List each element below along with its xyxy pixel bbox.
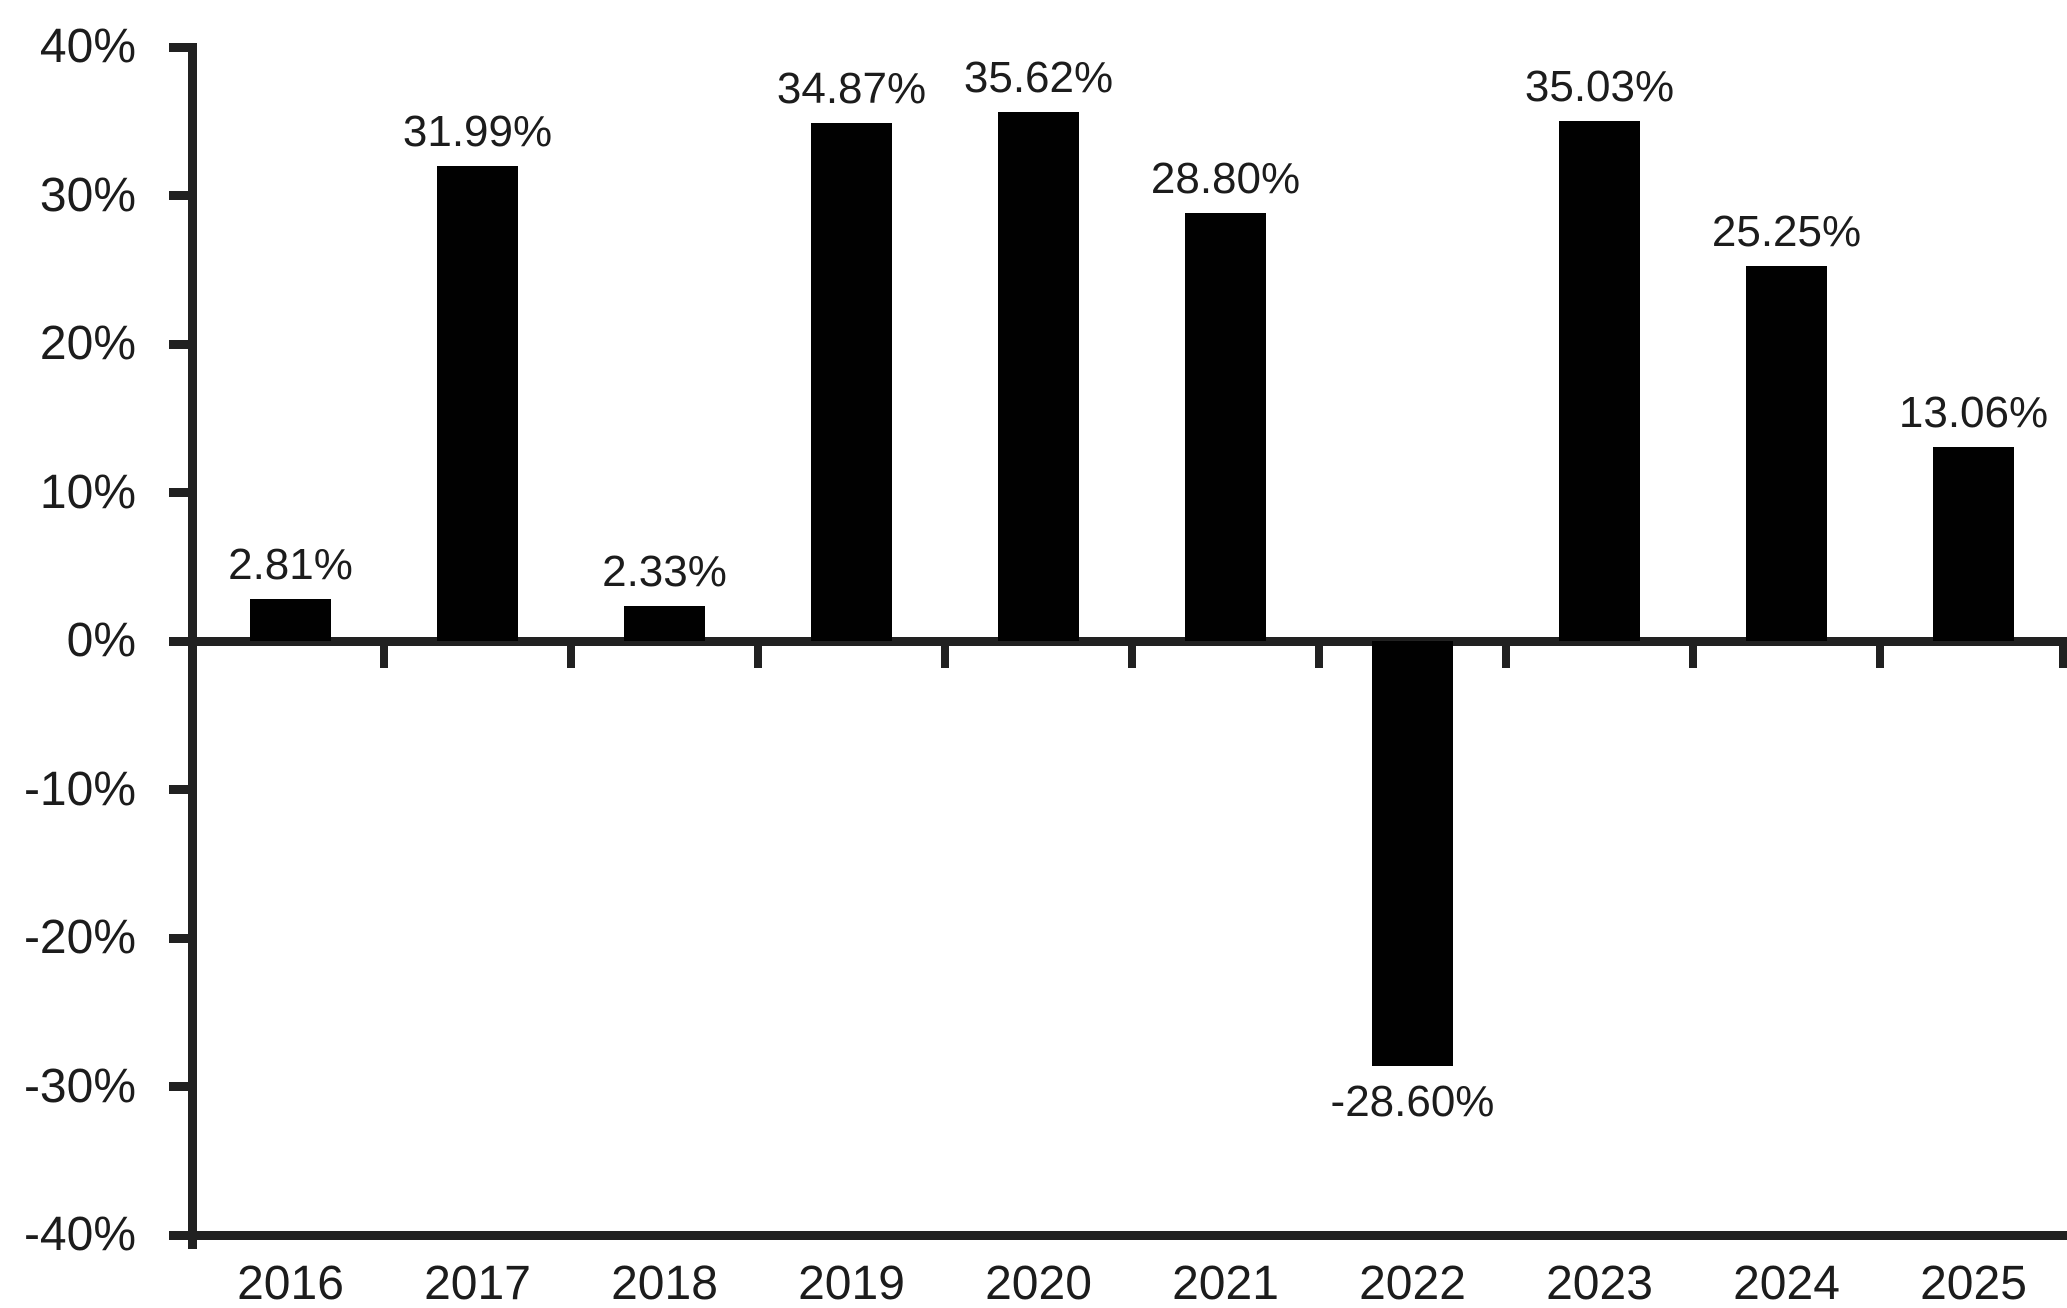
y-axis-tick-label: 20% (39, 317, 136, 370)
y-axis-tick (169, 488, 197, 497)
bar-2023 (1559, 120, 1640, 641)
x-axis-category-label: 2022 (1359, 1257, 1466, 1308)
x-axis-category-label: 2023 (1546, 1257, 1653, 1308)
category-boundary-tick (1502, 636, 1510, 668)
x-axis-category-label: 2021 (1172, 1257, 1279, 1308)
category-boundary-tick (1689, 636, 1697, 668)
bar-value-label: 31.99% (402, 106, 553, 156)
y-axis-tick (169, 339, 197, 349)
bar-value-label: 2.33% (602, 547, 727, 597)
y-axis-line (188, 43, 197, 1249)
y-axis-tick (169, 1230, 197, 1240)
x-axis-category-label: 2025 (1920, 1257, 2027, 1308)
x-axis-category-label: 2024 (1733, 1257, 1840, 1308)
y-axis-tick-label: -10% (23, 762, 136, 816)
y-axis-tick (169, 785, 197, 794)
bar-value-label: 35.62% (963, 53, 1114, 103)
bar-2025 (1933, 447, 2014, 641)
bar-2017 (437, 165, 518, 641)
bar-2019 (811, 123, 892, 641)
x-axis-category-label: 2016 (237, 1257, 344, 1308)
y-axis-tick-label: 40% (39, 20, 136, 73)
bar-value-label: 34.87% (776, 64, 927, 114)
x-axis-category-label: 2019 (798, 1257, 905, 1308)
category-boundary-tick (1315, 636, 1323, 668)
bar-value-label: 35.03% (1524, 61, 1675, 111)
category-boundary-tick (380, 636, 388, 668)
x-axis-category-label: 2020 (985, 1257, 1092, 1308)
bar-value-label: 13.06% (1898, 388, 2049, 438)
y-axis-tick-label: -30% (23, 1059, 136, 1113)
bar-value-label: 28.80% (1150, 154, 1301, 204)
y-axis-tick (169, 42, 197, 52)
category-boundary-tick (2059, 636, 2067, 668)
category-boundary-tick (1128, 636, 1136, 668)
category-boundary-tick (567, 636, 575, 668)
y-axis-tick (169, 1082, 197, 1091)
y-axis-tick-label: 30% (39, 168, 136, 222)
bar-2016 (250, 599, 331, 641)
bar-value-label: 25.25% (1711, 207, 1862, 257)
x-axis-category-label: 2018 (611, 1257, 718, 1308)
y-axis-tick (169, 191, 197, 200)
y-axis-tick (169, 933, 197, 943)
bar-2022 (1372, 641, 1453, 1066)
category-boundary-tick (754, 636, 762, 668)
y-axis-tick-label: 0% (66, 614, 136, 667)
x-axis-category-label: 2017 (424, 1257, 531, 1308)
category-boundary-tick (1876, 636, 1884, 668)
y-axis-tick-label: -20% (23, 911, 136, 964)
y-axis-tick-label: 10% (39, 465, 136, 519)
bar-value-label: 2.81% (228, 540, 353, 590)
y-axis-tick-label: -40% (23, 1208, 136, 1261)
bar-value-label: -28.60% (1330, 1076, 1495, 1126)
y-axis-tick (169, 636, 197, 646)
bar-2020 (998, 112, 1079, 641)
bar-2024 (1746, 266, 1827, 641)
bar-2018 (624, 606, 705, 641)
bar-2021 (1185, 213, 1266, 641)
x-axis-bottom-line (169, 1230, 2067, 1240)
category-boundary-tick (941, 636, 949, 668)
